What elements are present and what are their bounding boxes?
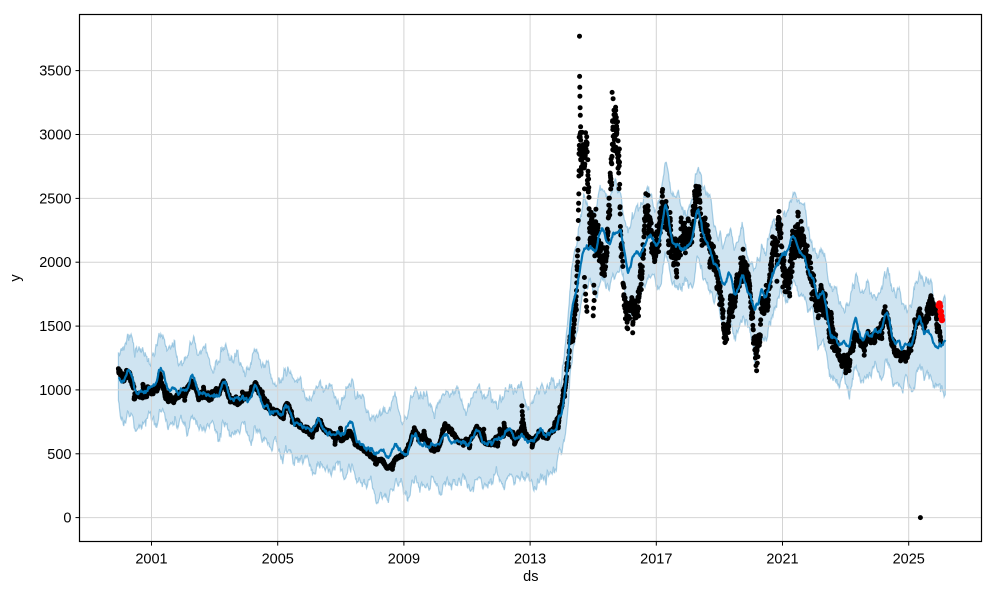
svg-text:2001: 2001 bbox=[135, 552, 167, 568]
svg-text:2005: 2005 bbox=[262, 552, 294, 568]
svg-text:ds: ds bbox=[523, 569, 538, 585]
svg-text:500: 500 bbox=[47, 447, 71, 463]
svg-text:2009: 2009 bbox=[388, 552, 420, 568]
svg-text:0: 0 bbox=[63, 511, 71, 527]
svg-text:2025: 2025 bbox=[893, 552, 925, 568]
svg-text:1000: 1000 bbox=[39, 383, 71, 399]
svg-text:1500: 1500 bbox=[39, 319, 71, 335]
svg-text:2017: 2017 bbox=[640, 552, 672, 568]
svg-text:2021: 2021 bbox=[766, 552, 798, 568]
svg-text:y: y bbox=[8, 274, 24, 282]
svg-text:2500: 2500 bbox=[39, 191, 71, 207]
svg-text:3000: 3000 bbox=[39, 128, 71, 144]
svg-text:2000: 2000 bbox=[39, 255, 71, 271]
svg-text:2013: 2013 bbox=[514, 552, 546, 568]
svg-text:3500: 3500 bbox=[39, 64, 71, 80]
